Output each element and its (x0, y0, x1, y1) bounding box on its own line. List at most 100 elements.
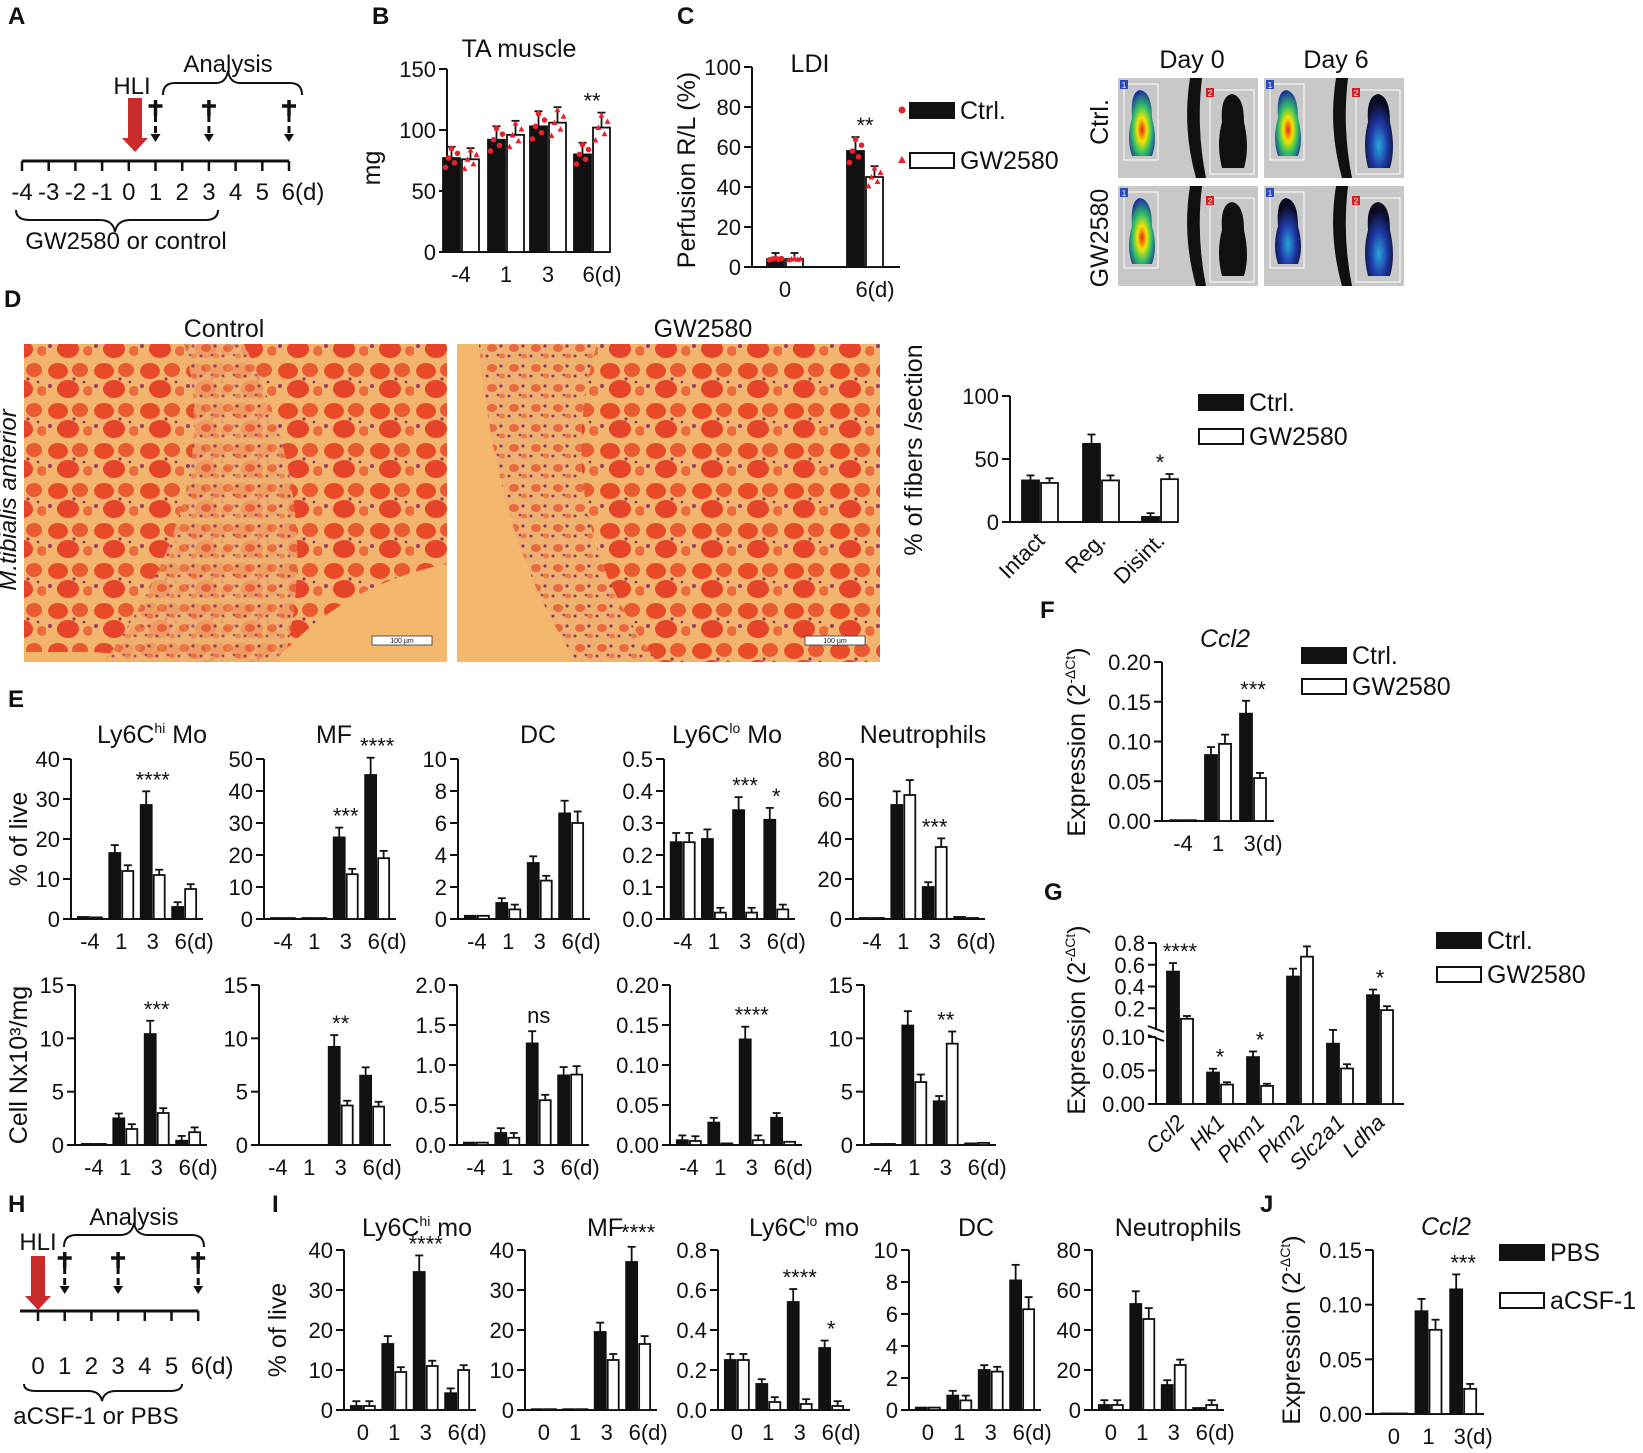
panel-label-B: B (372, 3, 389, 30)
significance-label: **** (409, 1231, 444, 1256)
bar-ctrl (1449, 1288, 1464, 1415)
treatment-label: GW2580 or control (25, 228, 226, 255)
y-tick-label: 60 (818, 787, 842, 812)
bar-treat (1218, 742, 1232, 822)
x-tick-label: 1 (502, 929, 514, 954)
bar-ctrl (487, 138, 506, 253)
x-tick-label: 0 (1105, 1420, 1117, 1445)
data-point (595, 124, 602, 131)
data-point (778, 255, 785, 262)
x-tick-label: 6(d) (968, 1155, 1007, 1180)
y-tick-label: 0.10 (616, 1053, 659, 1078)
y-tick-label: 20 (818, 867, 842, 892)
x-tick-label: 3 (147, 929, 159, 954)
y-tick-label: 10 (36, 867, 60, 892)
y-tick-label: 0.20 (1108, 650, 1151, 675)
bar-treat (1393, 1412, 1408, 1415)
y-tick-label: 40 (818, 827, 842, 852)
bar-ctrl (921, 886, 935, 920)
legend-j: PBS aCSF-1 (1499, 1239, 1636, 1315)
left-limb-perfusion (1275, 198, 1301, 264)
tissue-edge (1333, 78, 1352, 178)
significance-label: * (827, 1317, 836, 1342)
data-point (573, 161, 580, 167)
bar-treat (314, 917, 328, 920)
title-superscript: hi (419, 1213, 430, 1229)
ldi-image: 12 (1264, 78, 1404, 178)
bar-treat (461, 158, 480, 253)
axis-break-icon (1147, 1025, 1165, 1042)
roi-box-1 (1123, 83, 1159, 161)
bar-ctrl (327, 1045, 341, 1146)
bar-ctrl (143, 1033, 157, 1146)
y-tick-label: 0.5 (622, 747, 653, 772)
roi-tag-2-text: 2 (1354, 197, 1359, 206)
bar-ctrl (1366, 994, 1380, 1105)
x-tick-label: 1 (569, 1420, 581, 1445)
y-tick-label: 0.00 (616, 1133, 659, 1158)
chart-title: Ccl2 (1421, 1213, 1471, 1241)
right-limb-perfusion (1365, 94, 1393, 168)
chart-title: Ly6Chi mo (362, 1213, 472, 1242)
roi-box-1 (1269, 191, 1305, 269)
bar-treat (1142, 1318, 1156, 1411)
bar-treat (831, 1405, 845, 1411)
panel-label-I: I (272, 1191, 279, 1218)
y-tick-label: 2 (435, 875, 447, 900)
y-tick-label: 40 (490, 1238, 514, 1263)
chart-title: Ly6Clo Mo (672, 720, 782, 749)
x-tick-label: Reg. (1060, 528, 1111, 579)
roi-box-1 (1269, 83, 1305, 161)
bar-ctrl (381, 1343, 395, 1411)
chart-f: 0.00 0.05 0.10 0.15 0.20 -4 1 *** 3(d) Ccl2 Expres… (1062, 625, 1283, 856)
data-point (604, 118, 611, 124)
histology-image: 100 µm (24, 344, 447, 662)
data-point (557, 126, 564, 132)
x-tick-label: -4 (679, 1155, 699, 1180)
timeline-tick-label: 2 (85, 1353, 98, 1380)
data-point (548, 132, 555, 139)
bar-ctrl (1097, 1404, 1111, 1411)
y-tick-label: 150 (399, 57, 436, 82)
timeline-tick-label: 4 (138, 1353, 151, 1380)
x-tick-label: 3 (601, 1420, 613, 1445)
bar-treat (1205, 1404, 1219, 1411)
data-point (849, 148, 856, 154)
tissue-edge (1333, 186, 1352, 286)
bar-treat (508, 908, 522, 920)
y-tick-label: 0 (236, 1133, 248, 1158)
significance-label: ** (332, 1011, 350, 1036)
data-point (473, 151, 480, 158)
y-tick-label: 30 (36, 787, 60, 812)
x-tick-label: 1 (762, 1420, 774, 1445)
bar-treat (799, 1403, 813, 1411)
ylabel-tail: ) (1063, 647, 1091, 655)
panel-label-F: F (1040, 597, 1055, 624)
y-tick-label: 40 (229, 779, 253, 804)
bar-ctrl (442, 157, 461, 253)
bar-treat (966, 917, 980, 920)
y-tick-label: 50 (229, 747, 253, 772)
y-tick-label: 40 (309, 1238, 333, 1263)
treatment-brace (23, 1383, 183, 1402)
bar-ctrl (530, 1408, 544, 1411)
bar-ctrl (1129, 1303, 1143, 1411)
ylabel-tail: ) (1278, 1235, 1306, 1243)
hli-arrow-icon (25, 1256, 51, 1310)
chart-e9: 0.00 0.05 0.10 0.15 0.20 -4 1 **** 3 6(d) (616, 973, 813, 1180)
data-point (512, 120, 519, 126)
panel-label-G: G (1044, 879, 1063, 906)
infiltrate-region (104, 344, 298, 662)
significance-label: *** (1240, 677, 1266, 702)
data-point (493, 125, 500, 132)
bar-ctrl (76, 916, 90, 920)
significance-label: * (1376, 966, 1385, 991)
data-point (538, 129, 545, 136)
significance-label: **** (621, 1220, 656, 1245)
bar-ctrl (738, 1038, 752, 1146)
legend-swatch (1499, 1244, 1545, 1261)
bar-treat (990, 1370, 1004, 1411)
timeline-tick-label: -4 (11, 179, 32, 206)
data-point (445, 155, 452, 161)
chart-title: TA muscle (462, 35, 577, 63)
